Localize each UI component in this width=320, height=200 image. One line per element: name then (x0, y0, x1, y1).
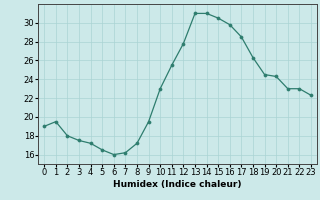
X-axis label: Humidex (Indice chaleur): Humidex (Indice chaleur) (113, 180, 242, 189)
